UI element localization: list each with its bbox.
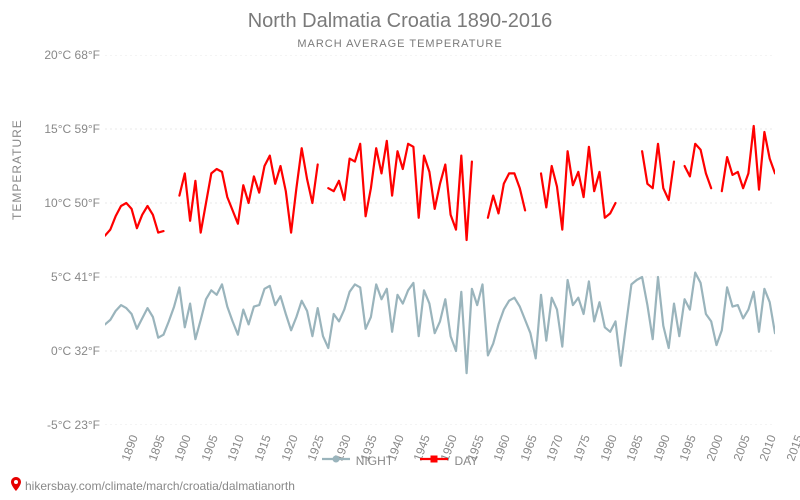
legend-swatch-night: [322, 453, 350, 468]
y-axis-label: TEMPERATURE: [10, 119, 24, 220]
legend-item-day: DAY: [420, 453, 478, 468]
y-tick-label: -5°C 23°F: [47, 418, 100, 432]
y-tick-label: 20°C 68°F: [44, 48, 100, 62]
chart-title: North Dalmatia Croatia 1890-2016: [0, 10, 800, 33]
legend-swatch-day: [420, 453, 448, 468]
legend-item-night: NIGHT: [322, 453, 393, 468]
plot-area: [105, 55, 775, 425]
legend-label-day: DAY: [454, 454, 478, 468]
y-tick-label: 10°C 50°F: [44, 196, 100, 210]
source-attribution: hikersbay.com/climate/march/croatia/dalm…: [10, 477, 295, 494]
legend-label-night: NIGHT: [356, 454, 393, 468]
y-tick-label: 0°C 32°F: [51, 344, 100, 358]
source-url: hikersbay.com/climate/march/croatia/dalm…: [25, 479, 295, 493]
temperature-chart: North Dalmatia Croatia 1890-2016 MARCH A…: [0, 0, 800, 500]
y-tick-label: 5°C 41°F: [51, 270, 100, 284]
chart-subtitle: MARCH AVERAGE TEMPERATURE: [0, 38, 800, 50]
map-pin-icon: [10, 477, 22, 494]
y-tick-label: 15°C 59°F: [44, 122, 100, 136]
legend: NIGHT DAY: [0, 453, 800, 468]
